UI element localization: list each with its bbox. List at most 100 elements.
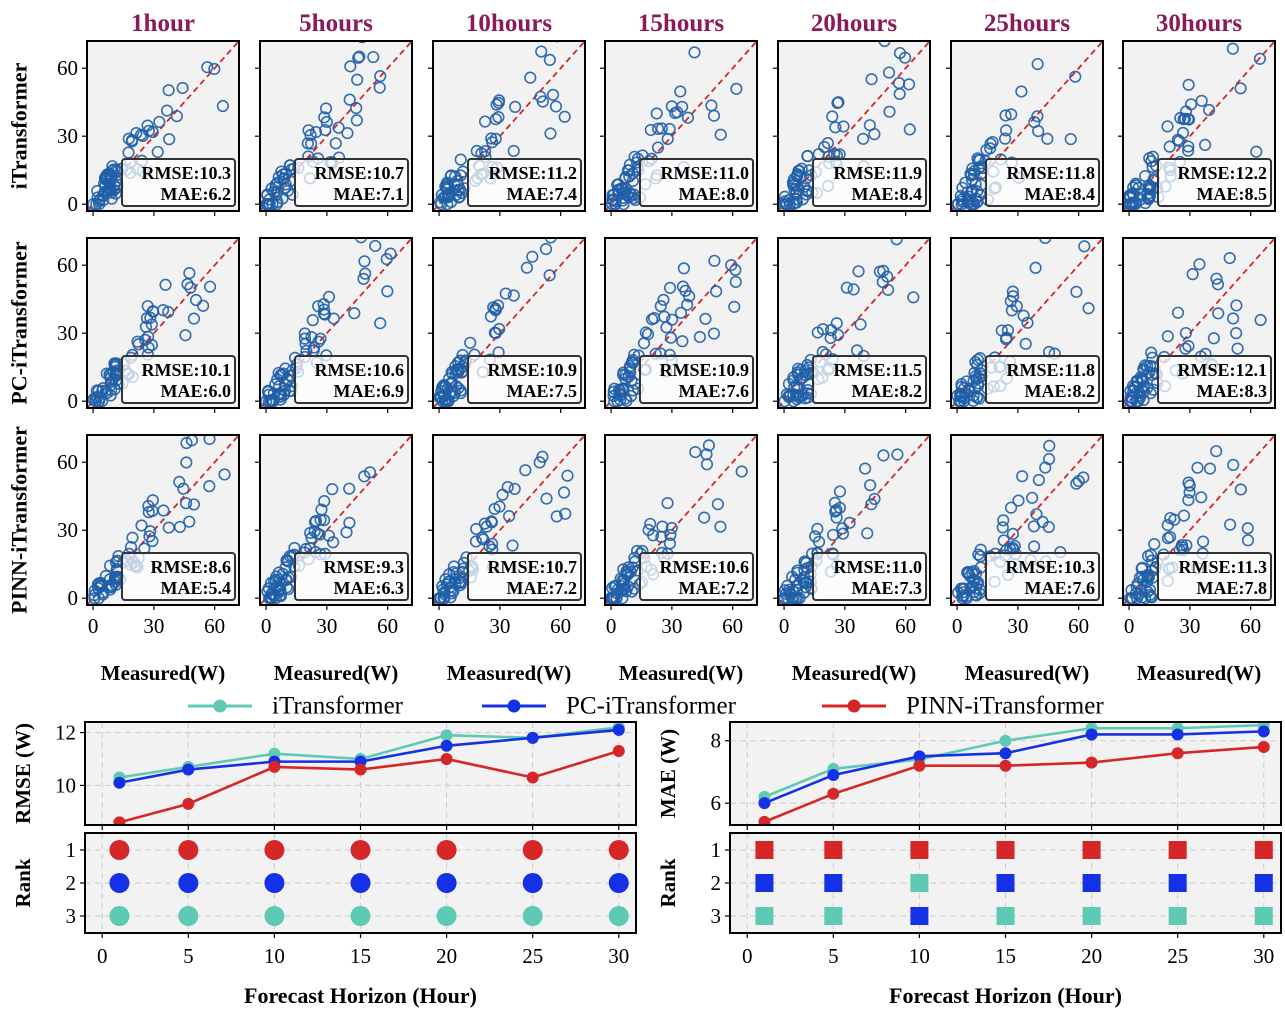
data-point	[357, 272, 370, 285]
data-point	[902, 78, 916, 91]
data-point	[1072, 474, 1085, 488]
data-point	[1130, 592, 1144, 605]
data-point	[203, 435, 216, 446]
data-point	[103, 573, 117, 586]
series-point	[999, 759, 1012, 772]
metric-box	[1157, 355, 1272, 404]
panel-frame	[259, 237, 413, 409]
data-point	[623, 360, 637, 373]
rank-marker	[1082, 874, 1101, 892]
data-point	[863, 119, 876, 132]
data-point	[1241, 534, 1255, 547]
data-point	[159, 278, 172, 291]
data-point	[660, 321, 673, 334]
mae-label: MAE:7.2	[507, 578, 578, 598]
data-point	[476, 531, 489, 544]
data-point	[614, 572, 627, 585]
data-point	[836, 522, 849, 535]
data-point	[1032, 473, 1045, 487]
data-point	[136, 129, 149, 143]
data-point	[326, 483, 339, 496]
data-point	[326, 536, 340, 549]
row-label: iTransformer	[7, 62, 32, 189]
data-point	[793, 592, 806, 605]
rmse-label: RMSE:11.0	[833, 557, 922, 577]
data-point	[801, 150, 814, 163]
data-point	[799, 172, 813, 185]
x-tick-label: 0	[97, 944, 108, 968]
rank-marker	[1082, 841, 1101, 859]
data-point	[1253, 52, 1267, 65]
series-point	[113, 816, 126, 825]
panel-frame	[729, 721, 1282, 826]
data-point	[674, 85, 687, 98]
data-point	[329, 137, 342, 150]
data-point	[1196, 535, 1210, 548]
data-point	[1212, 307, 1225, 320]
series-point	[758, 815, 771, 825]
data-point	[1182, 339, 1195, 353]
metric-box	[121, 355, 236, 404]
data-point	[903, 123, 916, 136]
data-point	[1191, 461, 1204, 474]
data-point	[332, 121, 345, 134]
data-point	[1143, 191, 1156, 204]
x-tick-label: 0	[1124, 614, 1135, 638]
series-point	[999, 734, 1012, 747]
panel-frame	[84, 721, 637, 826]
data-point	[184, 281, 197, 294]
y-tick-label: 30	[57, 124, 78, 148]
data-point	[281, 554, 294, 567]
data-point	[1143, 152, 1156, 165]
data-point	[179, 497, 193, 510]
data-point	[216, 99, 229, 113]
y-tick-label: 6	[711, 791, 722, 815]
data-point	[824, 331, 837, 345]
data-point	[536, 450, 549, 463]
diagonal-line	[951, 41, 1103, 211]
panel-frame	[1122, 40, 1276, 212]
data-point	[641, 328, 655, 341]
data-point	[439, 394, 452, 407]
panel-frame	[86, 40, 240, 212]
metric-box	[812, 552, 927, 601]
data-point	[1226, 42, 1239, 55]
data-point	[343, 93, 356, 106]
data-point	[357, 41, 367, 44]
data-point	[308, 516, 322, 529]
data-point	[681, 298, 694, 311]
data-point	[821, 136, 834, 150]
data-point	[440, 578, 454, 591]
data-point	[445, 377, 458, 390]
panel-frame	[259, 40, 413, 212]
mae-label: MAE:7.2	[679, 578, 750, 598]
data-point	[617, 191, 630, 205]
panel-frame	[432, 434, 586, 606]
metric-box	[467, 355, 582, 404]
data-point	[615, 580, 629, 593]
data-point	[173, 475, 186, 489]
data-point	[1234, 483, 1247, 496]
data-point	[1141, 381, 1154, 394]
y-axis-label: MAE (W)	[656, 729, 680, 818]
data-point	[1145, 346, 1158, 359]
data-point	[262, 395, 276, 408]
data-point	[699, 312, 712, 325]
data-point	[963, 569, 976, 582]
panel-frame	[950, 434, 1104, 606]
data-point	[1182, 144, 1195, 157]
data-point	[833, 485, 847, 498]
data-point	[681, 111, 694, 124]
data-point	[489, 304, 502, 317]
data-point	[306, 314, 319, 327]
data-point	[274, 368, 287, 382]
rank-marker	[522, 906, 543, 926]
data-point	[998, 132, 1012, 145]
y-tick-label: 12	[55, 721, 76, 745]
data-point	[840, 281, 853, 294]
y-tick-label: 30	[57, 321, 78, 345]
mae-label: MAE:8.2	[852, 381, 923, 401]
data-point	[487, 301, 500, 314]
